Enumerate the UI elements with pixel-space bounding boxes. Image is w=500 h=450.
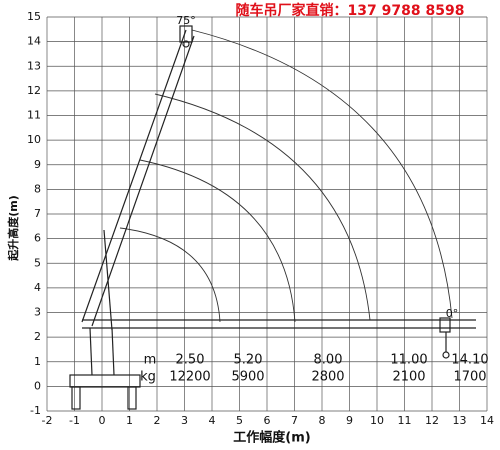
radius-cell: 2.50 xyxy=(176,353,205,368)
y-tick-label: 12 xyxy=(27,84,41,97)
x-tick-label: 11 xyxy=(398,414,412,427)
angle-label: 0° xyxy=(446,307,459,320)
x-tick-label: 12 xyxy=(425,414,439,427)
y-tick-label: 4 xyxy=(34,281,41,294)
radius-cell: 11.00 xyxy=(390,353,427,368)
load-table: m kg 2.50 12200 5.20 5900 8.00 2800 11.00 2100 1… xyxy=(140,353,489,385)
arc xyxy=(191,29,453,319)
radius-cell: 8.00 xyxy=(314,353,343,368)
x-tick-label: 9 xyxy=(346,414,353,427)
x-tick-label: 8 xyxy=(319,414,326,427)
base xyxy=(69,374,141,388)
outrigger xyxy=(127,386,137,410)
x-tick-label: 0 xyxy=(99,414,106,427)
row-label: kg xyxy=(140,370,156,385)
load-cell: 5900 xyxy=(231,370,264,385)
y-tick-label: 8 xyxy=(34,182,41,195)
y-tick-label: 10 xyxy=(27,133,41,146)
boom-line xyxy=(81,29,187,323)
arc xyxy=(139,159,296,323)
x-tick-label: 1 xyxy=(126,414,133,427)
load-cell: 2100 xyxy=(392,370,425,385)
y-tick-label: 6 xyxy=(34,232,41,245)
load-cell: 1700 xyxy=(453,370,486,385)
boom-head xyxy=(179,25,193,43)
y-tick-label: 3 xyxy=(34,306,41,319)
title: 随车吊厂家直销：137 9788 8598 xyxy=(236,2,465,19)
boom-head xyxy=(439,317,451,333)
outrigger xyxy=(71,386,81,410)
load-cell: 12200 xyxy=(169,370,210,385)
working-range-arcs xyxy=(119,29,453,323)
hook xyxy=(442,351,450,359)
y-tick-label: 0 xyxy=(34,379,41,392)
x-tick-label: 6 xyxy=(264,414,271,427)
angle-label: 75° xyxy=(176,14,196,27)
x-tick-label: 10 xyxy=(370,414,384,427)
x-tick-label: -1 xyxy=(69,414,80,427)
x-tick-label: 3 xyxy=(181,414,188,427)
y-tick-label: 14 xyxy=(27,35,41,48)
x-axis-label: 工作幅度(m) xyxy=(233,430,310,446)
column xyxy=(111,327,115,376)
x-tick-label: 14 xyxy=(480,414,494,427)
radius-cell: 5.20 xyxy=(234,353,263,368)
y-tick-label: -1 xyxy=(30,404,41,417)
y-tick-label: 9 xyxy=(34,158,41,171)
y-tick-label: 11 xyxy=(27,109,41,122)
crane-drawing xyxy=(69,25,476,410)
y-tick-label: 7 xyxy=(34,207,41,220)
x-tick-label: 4 xyxy=(209,414,216,427)
y-tick-label: 2 xyxy=(34,330,41,343)
x-tick-label: 2 xyxy=(154,414,161,427)
row-label: m xyxy=(144,353,157,368)
boom-line xyxy=(91,35,195,327)
arc xyxy=(154,93,371,321)
y-tick-label: 15 xyxy=(27,10,41,23)
x-tick-label: -2 xyxy=(42,414,53,427)
grid: -2 -1 0 1 2 3 4 5 6 7 8 9 10 11 12 13 14-101234567891011… xyxy=(27,10,494,427)
x-tick-label: 7 xyxy=(291,414,298,427)
y-tick-label: 5 xyxy=(34,256,41,269)
x-tick-label: 5 xyxy=(236,414,243,427)
y-tick-label: 1 xyxy=(34,355,41,368)
cylinder xyxy=(103,229,113,331)
hook xyxy=(182,40,190,48)
column xyxy=(89,327,93,376)
y-tick-label: 13 xyxy=(27,59,41,72)
y-axis-label: 起升高度(m) xyxy=(6,195,20,262)
arc xyxy=(119,227,221,323)
radius-cell: 14.10 xyxy=(451,353,488,368)
x-tick-label: 13 xyxy=(453,414,467,427)
load-cell: 2800 xyxy=(311,370,344,385)
